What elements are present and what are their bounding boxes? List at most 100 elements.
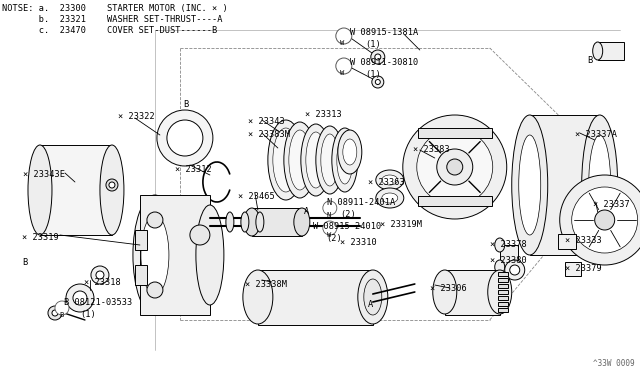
Bar — [252, 208, 302, 236]
Circle shape — [509, 265, 520, 275]
Text: (1): (1) — [365, 70, 381, 79]
Ellipse shape — [382, 175, 398, 185]
Ellipse shape — [28, 145, 52, 235]
Ellipse shape — [589, 135, 611, 235]
Bar — [500, 245, 518, 267]
Text: W: W — [327, 232, 331, 238]
Text: × 23363: × 23363 — [368, 178, 404, 187]
Text: × 23319M: × 23319M — [380, 220, 422, 229]
Bar — [258, 270, 373, 325]
Ellipse shape — [273, 128, 299, 192]
Text: c.  23470    COVER SET-DUST------B: c. 23470 COVER SET-DUST------B — [2, 26, 217, 35]
Text: × 23379: × 23379 — [564, 264, 602, 273]
Text: (1): (1) — [365, 40, 381, 49]
Circle shape — [403, 115, 507, 219]
Circle shape — [336, 28, 352, 44]
Circle shape — [106, 179, 118, 191]
Ellipse shape — [316, 126, 344, 194]
Bar — [498, 278, 508, 282]
Text: × 23380: × 23380 — [490, 256, 527, 265]
Bar — [498, 302, 508, 306]
Bar — [530, 115, 600, 255]
Ellipse shape — [301, 124, 331, 196]
Text: × 23383: × 23383 — [413, 145, 449, 154]
Ellipse shape — [100, 145, 124, 235]
Ellipse shape — [289, 130, 311, 190]
Bar — [498, 290, 508, 294]
Circle shape — [375, 54, 381, 60]
Circle shape — [436, 149, 473, 185]
Circle shape — [505, 260, 525, 280]
Ellipse shape — [141, 215, 169, 295]
Ellipse shape — [582, 115, 618, 255]
Text: W: W — [340, 40, 344, 46]
Ellipse shape — [226, 212, 234, 232]
Ellipse shape — [157, 110, 213, 166]
Text: N 08911-2401A: N 08911-2401A — [327, 198, 395, 207]
Ellipse shape — [593, 42, 603, 60]
Ellipse shape — [241, 212, 249, 232]
Text: A: A — [304, 207, 309, 216]
Text: × 23319: × 23319 — [22, 233, 59, 242]
Text: B: B — [588, 56, 593, 65]
Text: W: W — [340, 70, 344, 76]
Circle shape — [560, 175, 640, 265]
Text: × 23343: × 23343 — [248, 117, 285, 126]
Bar — [498, 308, 508, 312]
Circle shape — [323, 221, 337, 235]
Ellipse shape — [306, 132, 326, 188]
Text: W 08915-24010: W 08915-24010 — [313, 222, 381, 231]
Circle shape — [375, 80, 380, 84]
Circle shape — [55, 301, 69, 315]
Circle shape — [323, 201, 337, 215]
Circle shape — [572, 187, 637, 253]
Ellipse shape — [338, 130, 362, 174]
Bar — [564, 262, 580, 276]
Text: B: B — [183, 100, 188, 109]
Ellipse shape — [268, 120, 304, 200]
Ellipse shape — [488, 270, 512, 314]
Circle shape — [96, 271, 104, 279]
Bar — [418, 128, 492, 138]
Ellipse shape — [512, 115, 548, 255]
Ellipse shape — [294, 208, 310, 236]
Text: (1): (1) — [80, 310, 96, 319]
Text: W 08915-1381A: W 08915-1381A — [350, 28, 418, 37]
Ellipse shape — [190, 225, 210, 245]
Circle shape — [66, 284, 94, 312]
Ellipse shape — [284, 122, 316, 198]
Text: × 23337A: × 23337A — [575, 130, 617, 139]
Ellipse shape — [343, 139, 357, 165]
Circle shape — [147, 212, 163, 228]
Circle shape — [52, 310, 58, 316]
Ellipse shape — [133, 195, 177, 315]
Ellipse shape — [358, 270, 388, 324]
Circle shape — [48, 306, 62, 320]
Text: b.  23321    WASHER SET-THRUST----A: b. 23321 WASHER SET-THRUST----A — [2, 15, 223, 24]
Text: × 23312: × 23312 — [175, 165, 212, 174]
Text: B: B — [59, 312, 63, 318]
Bar — [135, 230, 147, 250]
Text: × 23310: × 23310 — [340, 238, 376, 247]
Circle shape — [109, 182, 115, 188]
Bar — [498, 272, 508, 276]
Bar — [140, 195, 210, 315]
Bar — [445, 270, 500, 315]
Bar — [557, 234, 576, 249]
Text: × 23306: × 23306 — [430, 284, 467, 293]
Circle shape — [73, 291, 87, 305]
Text: × 23318: × 23318 — [84, 278, 121, 287]
Ellipse shape — [243, 270, 273, 324]
Text: × 23333: × 23333 — [564, 236, 602, 245]
Ellipse shape — [495, 238, 505, 252]
Text: × 23337: × 23337 — [593, 200, 630, 209]
Bar — [498, 296, 508, 300]
Circle shape — [91, 266, 109, 284]
Ellipse shape — [332, 128, 358, 192]
Ellipse shape — [256, 212, 264, 232]
Text: B 08121-03533: B 08121-03533 — [64, 298, 132, 307]
Ellipse shape — [337, 136, 353, 184]
Text: A: A — [368, 300, 373, 309]
Bar — [598, 42, 624, 60]
Text: × 23383M: × 23383M — [248, 130, 290, 139]
